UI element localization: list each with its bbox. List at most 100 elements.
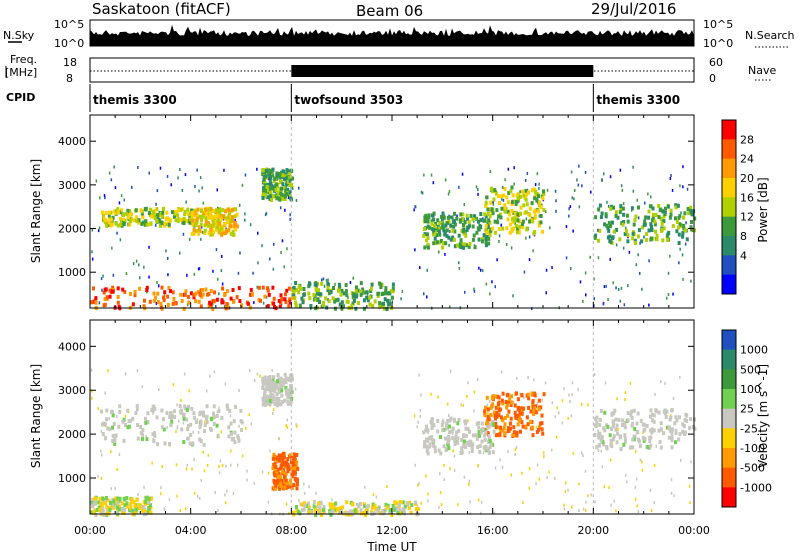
heatmap-speckle: [285, 502, 288, 506]
heatmap-cell: [481, 237, 484, 242]
heatmap-speckle: [423, 292, 425, 296]
heatmap-cell: [428, 444, 432, 449]
heatmap-cell: [527, 405, 531, 410]
heatmap-cell: [142, 509, 146, 514]
heatmap-cell: [309, 304, 313, 308]
heatmap-cell: [318, 506, 322, 511]
heatmap-cell: [516, 198, 520, 203]
heatmap-speckle: [114, 487, 116, 490]
heatmap-cell: [105, 509, 109, 513]
heatmap-cell: [136, 436, 140, 441]
heatmap-speckle: [498, 234, 501, 238]
heatmap-cell: [426, 428, 430, 433]
heatmap-cell: [615, 227, 618, 232]
heatmap-speckle: [100, 449, 102, 453]
heatmap-speckle: [158, 284, 160, 288]
heatmap-cell: [263, 193, 267, 198]
heatmap-cell: [102, 216, 106, 221]
heatmap-cell: [426, 219, 430, 224]
heatmap-cell: [153, 216, 157, 221]
heatmap-speckle: [626, 480, 628, 484]
heatmap-cell: [630, 206, 634, 211]
heatmap-cell: [453, 229, 457, 234]
nsky-label: N.Sky: [3, 29, 35, 42]
heatmap-speckle: [176, 425, 179, 429]
heatmap-cell: [265, 394, 269, 399]
heatmap-cell: [92, 509, 96, 514]
heatmap-cell: [259, 298, 262, 303]
heatmap-cell: [272, 375, 275, 380]
heatmap-speckle: [234, 218, 236, 222]
heatmap-cell: [287, 388, 291, 393]
heatmap-cell: [484, 200, 488, 205]
heatmap-cell: [353, 294, 357, 299]
heatmap-cell: [322, 508, 325, 512]
heatmap-cell: [276, 475, 280, 479]
heatmap-speckle: [296, 424, 298, 428]
heatmap-cell: [271, 285, 275, 290]
heatmap-cell: [135, 497, 139, 502]
heatmap-cell: [670, 445, 674, 450]
heatmap-cell: [373, 299, 377, 304]
heatmap-speckle: [420, 190, 423, 194]
heatmap-speckle: [237, 463, 239, 467]
heatmap-cell: [111, 425, 114, 430]
heatmap-speckle: [198, 267, 201, 271]
heatmap-speckle: [419, 266, 421, 270]
heatmap-cell: [280, 393, 284, 398]
heatmap-cell: [469, 213, 473, 218]
heatmap-speckle: [152, 411, 154, 415]
heatmap-speckle: [461, 172, 464, 176]
heatmap-cell: [261, 172, 265, 177]
heatmap-cell: [676, 203, 680, 208]
heatmap-cell: [426, 445, 430, 450]
heatmap-cell: [538, 200, 542, 205]
heatmap-cell: [97, 505, 101, 510]
heatmap-cell: [153, 406, 157, 411]
heatmap-cell: [434, 228, 438, 233]
heatmap-cell: [485, 395, 489, 400]
heatmap-cell: [480, 239, 484, 244]
heatmap-speckle: [512, 294, 514, 298]
heatmap-speckle: [615, 286, 617, 290]
heatmap-cell: [298, 303, 302, 308]
heatmap-cell: [530, 201, 534, 206]
heatmap-cell: [209, 416, 213, 421]
heatmap-cell: [502, 426, 506, 431]
heatmap-cell: [619, 447, 623, 452]
heatmap-cell: [681, 234, 685, 239]
heatmap-speckle: [193, 492, 196, 495]
heatmap-speckle: [585, 508, 587, 512]
heatmap-cell: [616, 431, 620, 436]
heatmap-cell: [488, 450, 491, 455]
heatmap-cell: [338, 302, 342, 307]
heatmap-speckle: [607, 298, 609, 301]
heatmap-cell: [187, 300, 191, 305]
colorbar-swatch: [722, 236, 736, 256]
heatmap-speckle: [585, 500, 587, 504]
heatmap-cell: [475, 230, 479, 235]
heatmap-cell: [463, 242, 467, 247]
heatmap-cell: [180, 427, 184, 432]
heatmap-cell: [275, 400, 279, 405]
heatmap-cell: [285, 288, 289, 293]
heatmap-cell: [331, 509, 335, 514]
heatmap-cell: [636, 411, 640, 416]
heatmap-cell: [667, 425, 671, 430]
heatmap-cell: [674, 415, 678, 420]
heatmap-cell: [471, 217, 475, 221]
heatmap-cell: [667, 435, 671, 440]
heatmap-speckle: [186, 463, 188, 467]
heatmap-cell: [171, 290, 175, 295]
heatmap-cell: [524, 197, 528, 202]
heatmap-speckle: [649, 488, 652, 492]
heatmap-cell: [657, 410, 661, 415]
heatmap-cell: [170, 419, 174, 424]
heatmap-cell: [205, 208, 209, 212]
heatmap-speckle: [99, 196, 101, 200]
heatmap-speckle: [170, 183, 172, 187]
heatmap-speckle: [625, 473, 627, 477]
heatmap-cell: [649, 414, 652, 419]
heatmap-speckle: [166, 425, 168, 429]
heatmap-cell: [521, 189, 524, 194]
